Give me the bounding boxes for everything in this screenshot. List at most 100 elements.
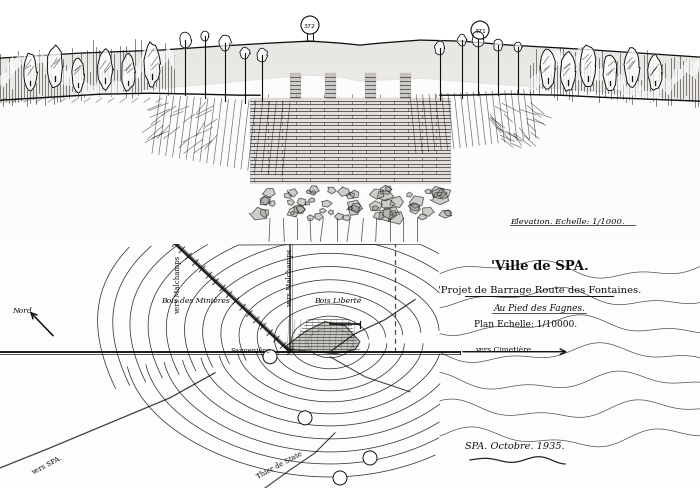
Polygon shape <box>408 203 419 211</box>
Text: vers SPA.: vers SPA. <box>30 453 63 476</box>
Text: Au Pied des Fagnes.: Au Pied des Fagnes. <box>494 304 586 312</box>
Polygon shape <box>269 202 275 207</box>
Polygon shape <box>294 205 305 214</box>
Polygon shape <box>335 214 344 221</box>
Polygon shape <box>144 43 160 88</box>
Polygon shape <box>472 32 484 48</box>
Polygon shape <box>320 209 326 214</box>
Polygon shape <box>386 187 392 192</box>
Polygon shape <box>372 206 379 211</box>
Text: Sauveniêre: Sauveniêre <box>230 346 270 354</box>
Text: SPA. Octobre. 1935.: SPA. Octobre. 1935. <box>465 442 565 450</box>
Polygon shape <box>305 202 309 205</box>
Polygon shape <box>388 212 403 224</box>
Text: Plan Echelle: 1/10000.: Plan Echelle: 1/10000. <box>474 319 577 327</box>
Circle shape <box>263 350 277 364</box>
Polygon shape <box>260 198 271 205</box>
Polygon shape <box>624 49 640 88</box>
Polygon shape <box>201 32 209 42</box>
Polygon shape <box>306 191 311 194</box>
Polygon shape <box>72 59 85 94</box>
Polygon shape <box>648 55 662 91</box>
Polygon shape <box>343 215 351 221</box>
Polygon shape <box>249 208 267 221</box>
Text: Elevation. Echelle: 1/1000.: Elevation. Echelle: 1/1000. <box>510 218 624 226</box>
Polygon shape <box>260 210 269 218</box>
Polygon shape <box>315 214 323 221</box>
Polygon shape <box>603 56 617 91</box>
Circle shape <box>333 471 347 485</box>
Polygon shape <box>97 50 113 91</box>
Polygon shape <box>219 36 232 52</box>
Polygon shape <box>379 209 393 222</box>
Text: 371: 371 <box>474 28 486 34</box>
Polygon shape <box>433 189 447 199</box>
Polygon shape <box>351 203 363 214</box>
Text: vers Malchamps: vers Malchamps <box>286 248 294 306</box>
Polygon shape <box>390 197 403 208</box>
Circle shape <box>301 17 319 35</box>
Polygon shape <box>444 211 452 216</box>
Polygon shape <box>180 33 192 49</box>
Polygon shape <box>307 215 314 221</box>
Polygon shape <box>439 211 452 219</box>
Polygon shape <box>296 206 304 214</box>
Polygon shape <box>370 202 382 211</box>
Polygon shape <box>410 197 424 209</box>
Text: 'Ville de SPA.: 'Ville de SPA. <box>491 260 589 272</box>
Polygon shape <box>580 46 596 87</box>
Polygon shape <box>337 188 350 197</box>
Text: 'Projet de Barrage Route des Fontaines.: 'Projet de Barrage Route des Fontaines. <box>438 285 642 294</box>
Circle shape <box>471 22 489 40</box>
Circle shape <box>363 451 377 465</box>
Polygon shape <box>347 201 360 212</box>
Polygon shape <box>423 208 435 217</box>
Text: Nord: Nord <box>12 306 32 314</box>
Polygon shape <box>430 187 444 197</box>
Polygon shape <box>494 40 503 52</box>
Text: 372: 372 <box>304 23 316 28</box>
Polygon shape <box>240 48 251 60</box>
Polygon shape <box>370 190 384 200</box>
Polygon shape <box>287 207 299 218</box>
Circle shape <box>298 411 312 425</box>
Polygon shape <box>373 213 384 221</box>
Polygon shape <box>328 188 336 194</box>
Polygon shape <box>257 49 268 63</box>
Polygon shape <box>382 208 400 220</box>
Polygon shape <box>430 193 449 205</box>
Text: vers Cimetière: vers Cimetière <box>475 345 531 353</box>
Polygon shape <box>381 200 395 210</box>
Text: Bois Liberté: Bois Liberté <box>314 296 362 304</box>
Polygon shape <box>418 215 427 221</box>
Polygon shape <box>346 206 360 216</box>
Polygon shape <box>425 190 431 194</box>
Text: Thier de State: Thier de State <box>256 449 304 480</box>
Polygon shape <box>285 322 360 354</box>
Polygon shape <box>290 212 294 215</box>
Polygon shape <box>287 189 298 197</box>
Polygon shape <box>287 200 295 206</box>
Polygon shape <box>560 52 576 92</box>
Polygon shape <box>349 207 353 211</box>
Polygon shape <box>298 199 306 207</box>
Polygon shape <box>540 50 555 90</box>
Polygon shape <box>321 201 332 207</box>
Polygon shape <box>309 186 319 194</box>
Polygon shape <box>24 54 37 92</box>
Polygon shape <box>262 189 275 198</box>
Polygon shape <box>390 211 397 217</box>
Polygon shape <box>284 193 292 199</box>
Text: vers Malchamps: vers Malchamps <box>174 255 182 313</box>
Polygon shape <box>349 191 359 199</box>
Polygon shape <box>48 46 62 89</box>
Polygon shape <box>377 191 394 202</box>
Polygon shape <box>437 189 451 200</box>
Polygon shape <box>407 193 412 198</box>
Polygon shape <box>308 199 315 203</box>
Polygon shape <box>381 186 391 195</box>
Polygon shape <box>328 210 334 215</box>
Polygon shape <box>514 43 522 53</box>
Polygon shape <box>346 193 354 200</box>
Text: Bois des Minières: Bois des Minières <box>160 296 230 304</box>
